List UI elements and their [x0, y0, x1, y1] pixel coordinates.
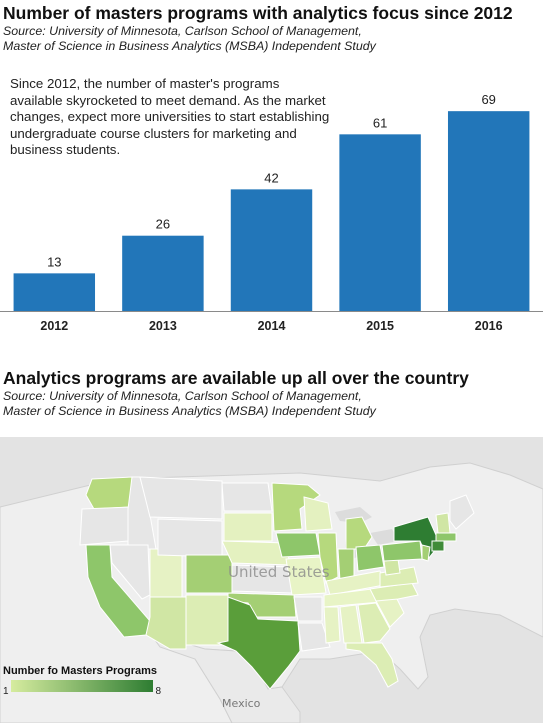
state-pennsylvania[interactable]: [381, 540, 423, 562]
bar-2012[interactable]: [13, 273, 96, 311]
state-nevada: [109, 544, 151, 600]
data-label-2016: 69: [481, 92, 495, 107]
state-georgia[interactable]: [357, 602, 391, 644]
state-iowa[interactable]: [275, 532, 321, 558]
us-map[interactable]: United States Mexico: [0, 437, 543, 723]
legend-gradient: [11, 680, 153, 692]
bar-chart: 13 2012 26 2013 42 2014 61 2015 69 2016: [0, 92, 543, 333]
state-north-dakota: [221, 482, 273, 512]
state-vermont-nh[interactable]: [435, 512, 451, 534]
state-montana: [139, 476, 223, 520]
source-line-2: Master of Science in Business Analytics …: [3, 39, 376, 53]
state-wisconsin[interactable]: [303, 496, 333, 532]
x-tick-2016: 2016: [475, 319, 503, 333]
state-new-mexico[interactable]: [185, 594, 229, 646]
state-south-dakota[interactable]: [223, 512, 273, 542]
state-maine: [449, 494, 475, 530]
map-source-line-2: Master of Science in Business Analytics …: [3, 404, 376, 418]
state-utah[interactable]: [149, 548, 183, 598]
state-washington[interactable]: [85, 476, 133, 510]
bar-2013[interactable]: [122, 235, 204, 311]
legend-title: Number fo Masters Programs: [3, 665, 158, 677]
map-source: Source: University of Minnesota, Carlson…: [3, 389, 376, 419]
data-label-2014: 42: [264, 170, 278, 185]
bar-2016[interactable]: [447, 111, 530, 312]
bar-2014[interactable]: [230, 189, 313, 311]
x-tick-2014: 2014: [258, 319, 286, 333]
x-tick-2015: 2015: [366, 319, 394, 333]
map-source-line-1: Source: University of Minnesota, Carlson…: [3, 389, 362, 403]
source-line-1: Source: University of Minnesota, Carlson…: [3, 24, 362, 38]
chart-annotation: Since 2012, the number of master's progr…: [10, 76, 330, 157]
state-michigan[interactable]: [345, 516, 373, 550]
data-label-2012: 13: [47, 254, 61, 269]
state-ohio[interactable]: [355, 544, 385, 572]
state-connecticut[interactable]: [431, 540, 445, 552]
state-texas[interactable]: [216, 596, 301, 690]
bar-2015[interactable]: [339, 134, 421, 311]
state-wyoming: [157, 518, 223, 558]
state-louisiana: [297, 622, 331, 652]
mexico-label: Mexico: [222, 697, 261, 710]
state-florida[interactable]: [345, 642, 399, 688]
map-title: Analytics programs are available up all …: [3, 368, 469, 388]
state-massachusetts[interactable]: [435, 532, 457, 542]
state-mississippi[interactable]: [323, 606, 341, 644]
chart-source: Source: University of Minnesota, Carlson…: [3, 24, 376, 54]
state-colorado[interactable]: [185, 554, 233, 594]
x-tick-2013: 2013: [149, 319, 177, 333]
state-new-jersey[interactable]: [421, 544, 431, 562]
country-label: United States: [228, 563, 330, 581]
legend-max: 8: [155, 686, 161, 697]
legend-min: 1: [3, 686, 9, 697]
x-tick-2012: 2012: [40, 319, 68, 333]
state-minnesota[interactable]: [271, 482, 321, 532]
state-oregon: [79, 506, 131, 546]
map-legend: Number fo Masters Programs 1 8: [3, 665, 163, 697]
state-missouri[interactable]: [285, 556, 327, 596]
state-arkansas: [293, 596, 323, 622]
data-label-2013: 26: [156, 217, 170, 232]
chart-title: Number of masters programs with analytic…: [3, 3, 513, 23]
data-label-2015: 61: [373, 115, 387, 130]
state-west-virginia[interactable]: [383, 558, 401, 576]
